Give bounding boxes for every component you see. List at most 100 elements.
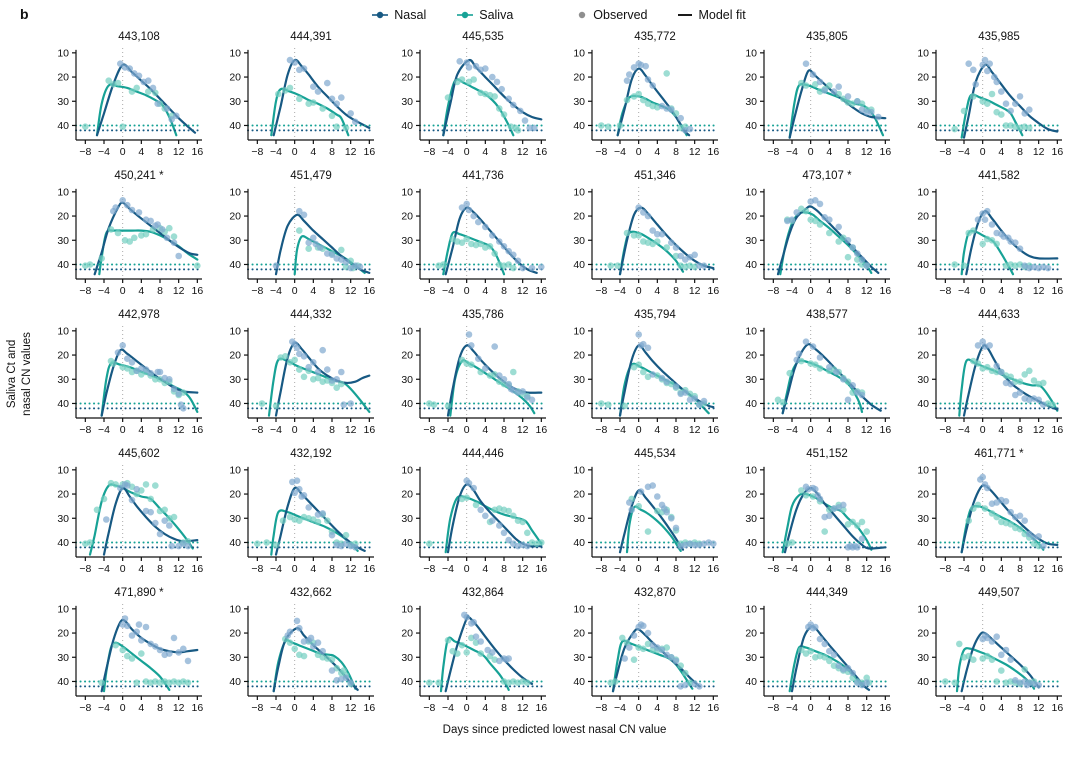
nasal-observed-points (272, 207, 364, 272)
nasal-observed-points (456, 58, 538, 132)
svg-text:20: 20 (573, 211, 585, 223)
svg-text:30: 30 (57, 374, 69, 386)
svg-text:−4: −4 (786, 424, 798, 436)
axes: 10 20 30 40 −8 −4 0 4 8 12 16 (401, 47, 547, 158)
svg-text:40: 40 (573, 398, 585, 410)
svg-text:0: 0 (636, 424, 642, 436)
svg-text:−4: −4 (786, 563, 798, 575)
svg-text:8: 8 (329, 702, 335, 714)
svg-text:16: 16 (363, 285, 375, 297)
svg-text:30: 30 (745, 513, 757, 525)
subplot-title: 435,805 (806, 31, 848, 43)
svg-text:4: 4 (826, 285, 832, 297)
axes: 10 20 30 40 −8 −4 0 4 8 12 16 (573, 464, 719, 575)
svg-text:−4: −4 (98, 146, 110, 158)
svg-text:4: 4 (310, 285, 316, 297)
svg-text:16: 16 (879, 702, 891, 714)
svg-text:−8: −8 (595, 702, 607, 714)
subplot-435985: 435,985 10 20 30 40 −8 −4 0 4 8 12 16 (917, 31, 1063, 158)
svg-text:4: 4 (998, 424, 1004, 436)
svg-text:16: 16 (1051, 702, 1063, 714)
axes: 10 20 30 40 −8 −4 0 4 8 12 16 (229, 603, 375, 714)
svg-text:10: 10 (57, 325, 69, 337)
saliva-model-fit-line (267, 357, 371, 417)
svg-text:40: 40 (57, 398, 69, 410)
svg-text:4: 4 (654, 146, 660, 158)
subplot-444446: 444,446 10 20 30 40 −8 −4 0 4 8 12 16 (401, 448, 547, 575)
svg-text:12: 12 (345, 285, 357, 297)
svg-text:16: 16 (191, 563, 203, 575)
svg-text:−4: −4 (270, 285, 282, 297)
nasal-observed-points (977, 473, 1047, 550)
nasal-observed-points (784, 197, 870, 269)
svg-text:4: 4 (826, 424, 832, 436)
saliva-model-fit-line (960, 505, 1045, 554)
svg-text:12: 12 (345, 146, 357, 158)
svg-text:30: 30 (229, 513, 241, 525)
svg-text:16: 16 (535, 146, 547, 158)
saliva-observed-points (426, 494, 545, 547)
svg-text:20: 20 (917, 489, 929, 501)
axes: 10 20 30 40 −8 −4 0 4 8 12 16 (573, 47, 719, 158)
svg-text:16: 16 (707, 424, 719, 436)
svg-text:−4: −4 (614, 702, 626, 714)
svg-text:20: 20 (917, 350, 929, 362)
svg-text:20: 20 (573, 628, 585, 640)
svg-text:12: 12 (861, 424, 873, 436)
svg-text:30: 30 (401, 374, 413, 386)
svg-text:−4: −4 (614, 146, 626, 158)
svg-text:4: 4 (138, 563, 144, 575)
svg-text:10: 10 (229, 325, 241, 337)
svg-text:40: 40 (401, 398, 413, 410)
svg-text:0: 0 (464, 702, 470, 714)
nasal-observed-points (621, 621, 703, 690)
svg-text:−4: −4 (270, 563, 282, 575)
nasal-model-fit-line (442, 58, 543, 137)
legend-label: Model fit (698, 8, 746, 22)
svg-text:8: 8 (1017, 285, 1023, 297)
saliva-observed-points (98, 641, 192, 686)
svg-text:0: 0 (464, 563, 470, 575)
svg-text:30: 30 (573, 513, 585, 525)
legend: Nasal Saliva Observed Model fit (44, 2, 1073, 28)
svg-text:0: 0 (980, 146, 986, 158)
svg-text:40: 40 (917, 398, 929, 410)
svg-text:−4: −4 (442, 563, 454, 575)
svg-text:−4: −4 (98, 285, 110, 297)
svg-text:10: 10 (57, 186, 69, 198)
svg-text:−8: −8 (767, 285, 779, 297)
svg-text:8: 8 (845, 702, 851, 714)
svg-text:12: 12 (689, 563, 701, 575)
axes: 10 20 30 40 −8 −4 0 4 8 12 16 (745, 325, 891, 436)
svg-text:16: 16 (363, 424, 375, 436)
svg-text:0: 0 (980, 424, 986, 436)
svg-text:−4: −4 (614, 424, 626, 436)
svg-text:40: 40 (745, 259, 757, 271)
nasal-model-fit-line (788, 69, 887, 139)
svg-text:10: 10 (917, 47, 929, 59)
svg-text:20: 20 (57, 628, 69, 640)
svg-text:12: 12 (517, 146, 529, 158)
svg-text:12: 12 (345, 563, 357, 575)
svg-text:16: 16 (191, 146, 203, 158)
subplot-title: 444,332 (290, 309, 332, 321)
svg-text:0: 0 (292, 424, 298, 436)
svg-text:40: 40 (401, 259, 413, 271)
svg-text:−8: −8 (423, 146, 435, 158)
svg-text:4: 4 (654, 285, 660, 297)
svg-text:8: 8 (501, 424, 507, 436)
subplot-441582: 441,582 10 20 30 40 −8 −4 0 4 8 12 16 (917, 170, 1063, 297)
svg-text:0: 0 (120, 424, 126, 436)
svg-text:12: 12 (345, 424, 357, 436)
svg-text:40: 40 (57, 676, 69, 688)
svg-text:40: 40 (745, 537, 757, 549)
subplot-451152: 451,152 10 20 30 40 −8 −4 0 4 8 12 16 (745, 448, 891, 575)
saliva-legend-marker-icon (457, 11, 474, 19)
svg-text:4: 4 (654, 702, 660, 714)
subplot-title: 444,446 (462, 448, 504, 460)
subplot-title: 473,107 * (802, 170, 852, 182)
svg-text:4: 4 (482, 424, 488, 436)
svg-text:0: 0 (464, 146, 470, 158)
svg-text:4: 4 (310, 146, 316, 158)
svg-text:20: 20 (57, 72, 69, 84)
